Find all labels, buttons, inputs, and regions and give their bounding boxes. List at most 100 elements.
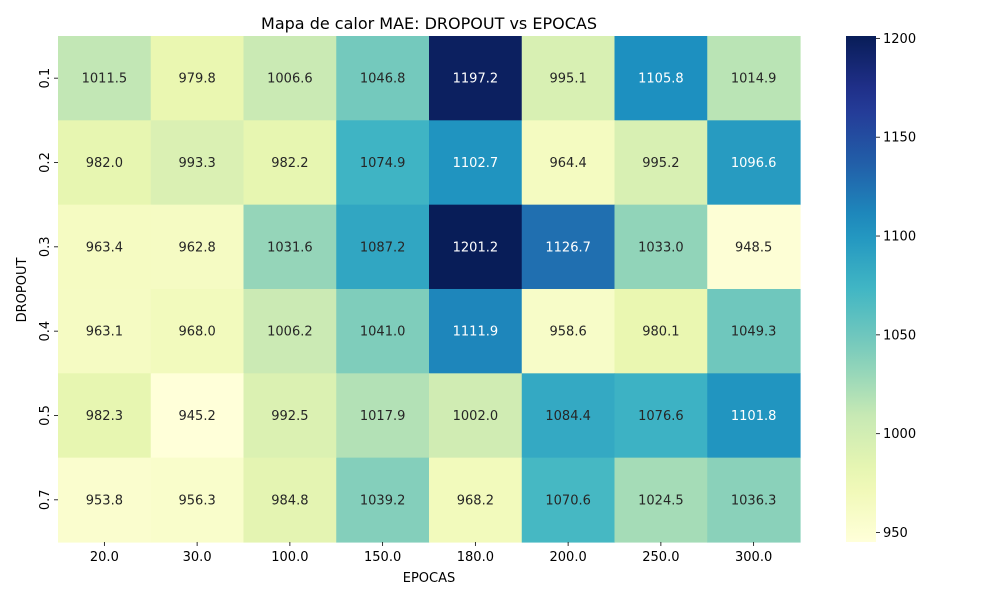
cell-value-label: 1070.6 <box>545 493 591 508</box>
heatmap-cell <box>614 457 708 543</box>
heatmap-cell <box>336 120 430 206</box>
cell-value-label: 1105.8 <box>638 72 684 87</box>
cell-value-label: 984.8 <box>271 493 308 508</box>
heatmap-cell <box>336 204 430 290</box>
x-axis-label: EPOCAS <box>403 571 456 586</box>
cell-value-label: 1111.9 <box>453 325 499 340</box>
cell-value-label: 968.2 <box>457 493 494 508</box>
cell-value-label: 1002.0 <box>453 409 499 424</box>
x-tick-label: 150.0 <box>364 550 401 565</box>
heatmap-cell <box>336 288 430 374</box>
cell-value-label: 1049.3 <box>731 325 777 340</box>
cell-value-label: 1087.2 <box>360 240 406 255</box>
cell-value-label: 993.3 <box>179 156 216 171</box>
cell-value-label: 963.1 <box>86 325 123 340</box>
heatmap-cell <box>521 288 616 374</box>
cell-value-label: 953.8 <box>86 493 123 508</box>
heatmap-cell <box>429 36 523 121</box>
heatmap-cell <box>521 120 616 206</box>
cell-value-label: 962.8 <box>179 240 216 255</box>
heatmap-cell <box>336 373 430 459</box>
heatmap-cell <box>243 204 337 290</box>
heatmap-cell <box>521 36 616 121</box>
heatmap-cell <box>521 457 616 543</box>
cell-value-label: 1006.6 <box>267 72 313 87</box>
x-tick-label: 20.0 <box>90 550 119 565</box>
cell-value-label: 1014.9 <box>731 72 777 87</box>
heatmap-cell <box>58 457 152 543</box>
heatmap-cell <box>336 457 430 543</box>
heatmap-cell <box>150 457 245 543</box>
cell-value-label: 1041.0 <box>360 325 406 340</box>
heatmap-cell <box>614 36 708 121</box>
cell-value-label: 948.5 <box>735 240 772 255</box>
y-tick-label: 0.4 <box>38 321 53 342</box>
heatmap-cell <box>429 373 523 459</box>
heatmap-cell <box>150 36 245 121</box>
y-axis: 0.1 0.2 0.3 0.4 0.5 0.7 <box>38 68 58 510</box>
heatmap-cells: 1011.5 979.8 1006.6 1046.8 1197.2 995.1 1105.8… <box>58 36 801 543</box>
cell-value-label: 982.0 <box>86 156 123 171</box>
cell-value-label: 1197.2 <box>453 72 499 87</box>
colorbar-tick-label: 1200 <box>883 32 916 47</box>
cell-value-label: 1036.3 <box>731 493 777 508</box>
cell-value-label: 958.6 <box>550 325 587 340</box>
heatmap-cell <box>614 373 708 459</box>
heatmap-cell <box>243 373 337 459</box>
heatmap-cell <box>58 373 152 459</box>
cell-value-label: 1096.6 <box>731 156 777 171</box>
heatmap-cell <box>58 120 152 206</box>
cell-value-label: 995.2 <box>642 156 679 171</box>
cell-value-label: 1101.8 <box>731 409 777 424</box>
heatmap-cell <box>429 457 523 543</box>
cell-value-label: 982.3 <box>86 409 123 424</box>
heatmap-cell <box>243 120 337 206</box>
heatmap-cell <box>150 204 245 290</box>
x-tick-label: 300.0 <box>735 550 772 565</box>
y-tick-label: 0.3 <box>38 236 53 257</box>
colorbar-tick-label: 950 <box>883 526 908 541</box>
colorbar: 950 1000 1050 1100 1150 1200 <box>846 32 916 542</box>
cell-value-label: 1074.9 <box>360 156 406 171</box>
cell-value-label: 979.8 <box>179 72 216 87</box>
heatmap-cell <box>150 288 245 374</box>
heatmap-cell <box>150 120 245 206</box>
heatmap-cell <box>707 288 801 374</box>
y-tick-label: 0.1 <box>38 68 53 89</box>
heatmap-cell <box>243 288 337 374</box>
cell-value-label: 992.5 <box>271 409 308 424</box>
colorbar-gradient <box>846 36 876 542</box>
heatmap-cell <box>707 457 801 543</box>
x-axis: 20.0 30.0 100.0 150.0 180.0 200.0 250.0 300.0 <box>90 541 772 565</box>
cell-value-label: 1024.5 <box>638 493 684 508</box>
cell-value-label: 982.2 <box>271 156 308 171</box>
colorbar-tick-label: 1100 <box>883 230 916 245</box>
colorbar-tick-label: 1000 <box>883 427 916 442</box>
cell-value-label: 1201.2 <box>453 240 499 255</box>
x-tick-label: 30.0 <box>183 550 212 565</box>
cell-value-label: 1033.0 <box>638 240 684 255</box>
x-tick-label: 180.0 <box>457 550 494 565</box>
heatmap-cell <box>707 204 801 290</box>
cell-value-label: 980.1 <box>642 325 679 340</box>
y-tick-label: 0.2 <box>38 152 53 173</box>
cell-value-label: 1006.2 <box>267 325 313 340</box>
x-tick-label: 200.0 <box>550 550 587 565</box>
cell-value-label: 1076.6 <box>638 409 684 424</box>
heatmap-cell <box>614 120 708 206</box>
cell-value-label: 995.1 <box>550 72 587 87</box>
heatmap-cell <box>707 120 801 206</box>
cell-value-label: 1046.8 <box>360 72 406 87</box>
heatmap-cell <box>243 457 337 543</box>
heatmap-cell <box>150 373 245 459</box>
heatmap-cell <box>614 204 708 290</box>
cell-value-label: 1084.4 <box>545 409 591 424</box>
heatmap-cell <box>707 373 801 459</box>
heatmap-cell <box>58 36 152 121</box>
cell-value-label: 964.4 <box>550 156 587 171</box>
heatmap-cell <box>707 36 801 121</box>
heatmap-cell <box>521 204 616 290</box>
x-tick-label: 250.0 <box>642 550 679 565</box>
heatmap-cell <box>58 204 152 290</box>
